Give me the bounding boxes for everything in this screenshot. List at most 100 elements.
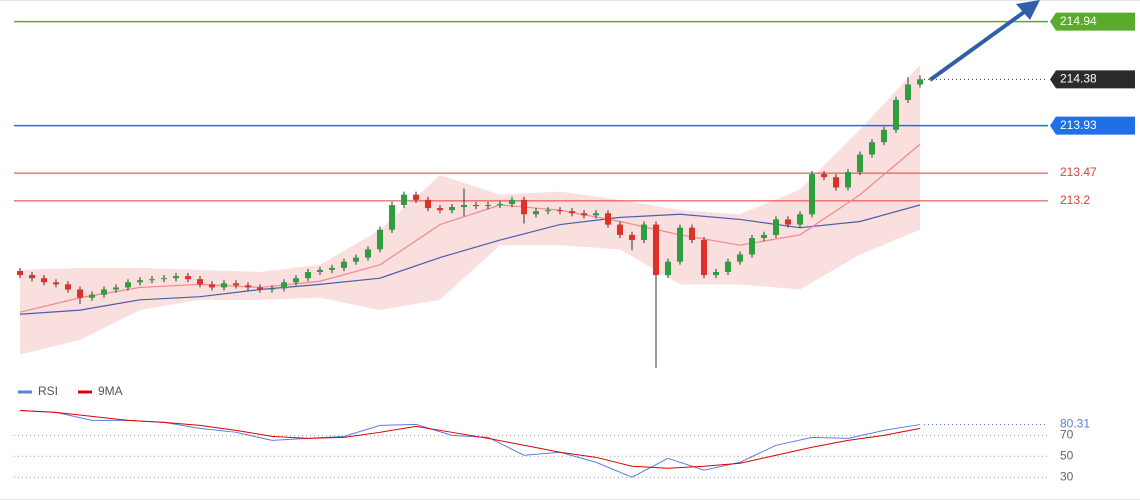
candle-body — [317, 269, 323, 272]
candle-body — [449, 207, 455, 211]
moving-average — [19, 204, 921, 315]
candle-body — [221, 283, 227, 288]
candle-body — [893, 99, 899, 130]
rsi-pane: 30 50 70 RSI 9MA 80.31 — [14, 384, 1090, 483]
candle-body — [293, 278, 299, 283]
candle-body — [269, 288, 275, 290]
candle-body — [137, 280, 143, 283]
candle-body — [617, 224, 623, 235]
arrow-shaft — [928, 8, 1029, 82]
price-pane: 214.94 213.93 213.47 213.2 214.38 — [14, 12, 1135, 368]
candle-body — [245, 285, 251, 288]
candle-body — [785, 219, 791, 225]
candle-body — [149, 279, 155, 281]
candle-body — [653, 224, 659, 276]
arrow-head — [1016, 0, 1040, 20]
candle-body — [65, 284, 71, 290]
level-label: 213.2 — [1060, 193, 1090, 207]
moving-average — [19, 143, 921, 313]
legend-label: 9MA — [98, 384, 123, 398]
candle-body — [845, 172, 851, 188]
level-label: 213.93 — [1060, 118, 1097, 132]
candle-body — [749, 237, 755, 255]
candle-body — [425, 199, 431, 209]
candle-body — [605, 213, 611, 225]
candle-body — [665, 261, 671, 276]
candle-body — [461, 205, 467, 208]
candle-body — [641, 224, 647, 241]
candle-body — [797, 214, 803, 225]
candle-body — [833, 177, 839, 188]
candle-body — [485, 205, 491, 207]
trend-arrow — [928, 0, 1040, 82]
candle-body — [761, 234, 767, 238]
candle-body — [713, 271, 719, 276]
candle-body — [113, 287, 119, 290]
candle-body — [89, 294, 95, 298]
candle-body — [533, 211, 539, 215]
rsi-line — [19, 409, 921, 469]
y-tick-label: 70 — [1060, 428, 1074, 442]
candle-body — [917, 79, 923, 85]
candle-body — [353, 257, 359, 262]
candle-body — [197, 279, 203, 285]
candle-body — [689, 227, 695, 241]
candle-body — [77, 289, 83, 298]
candle-body — [737, 254, 743, 262]
candle-body — [809, 174, 815, 215]
candle-body — [341, 261, 347, 268]
bollinger-band — [20, 64, 920, 355]
candle-body — [905, 84, 911, 100]
level-tag — [1050, 12, 1135, 31]
candle-body — [881, 129, 887, 143]
candle-body — [365, 249, 371, 258]
candle-body — [329, 267, 335, 270]
y-tick-label: 30 — [1060, 469, 1074, 483]
y-tick-label: 50 — [1060, 448, 1074, 462]
candle-body — [569, 211, 575, 214]
candle-body — [209, 284, 215, 288]
candle-body — [773, 219, 779, 235]
candle-body — [389, 205, 395, 230]
candle-body — [629, 234, 635, 241]
rsi-last-label: 80.31 — [1060, 417, 1090, 431]
candle-body — [281, 282, 287, 289]
candle-body — [305, 271, 311, 279]
candle-body — [521, 199, 527, 215]
candle-body — [701, 240, 707, 276]
candle-body — [185, 276, 191, 280]
candle-body — [593, 213, 599, 216]
candle-body — [545, 210, 551, 212]
candle-body — [821, 174, 827, 178]
last-price-tag — [1050, 70, 1135, 89]
candle-body — [41, 278, 47, 283]
candle-body — [413, 194, 419, 200]
candle-body — [29, 275, 35, 279]
candle-body — [509, 199, 515, 204]
level-label: 214.94 — [1060, 14, 1097, 28]
candle-body — [377, 229, 383, 250]
candle-body — [257, 287, 263, 290]
candle-body — [677, 227, 683, 262]
candle-body — [125, 282, 131, 288]
candle-body — [473, 205, 479, 207]
candle-body — [725, 261, 731, 272]
candle-body — [101, 289, 107, 295]
candle-body — [857, 154, 863, 173]
candle-body — [401, 194, 407, 206]
candle-body — [557, 210, 563, 212]
candle-body — [869, 142, 875, 155]
level-label: 213.47 — [1060, 165, 1097, 179]
candle-body — [437, 208, 443, 211]
level-tag — [1050, 116, 1135, 135]
legend-label: RSI — [38, 384, 58, 398]
candle-body — [173, 276, 179, 279]
candle-body — [581, 213, 587, 216]
candle-body — [17, 270, 23, 276]
last-price-label: 214.38 — [1060, 71, 1097, 85]
candle-body — [497, 203, 503, 206]
candle-body — [161, 278, 167, 280]
candle-body — [53, 282, 59, 285]
